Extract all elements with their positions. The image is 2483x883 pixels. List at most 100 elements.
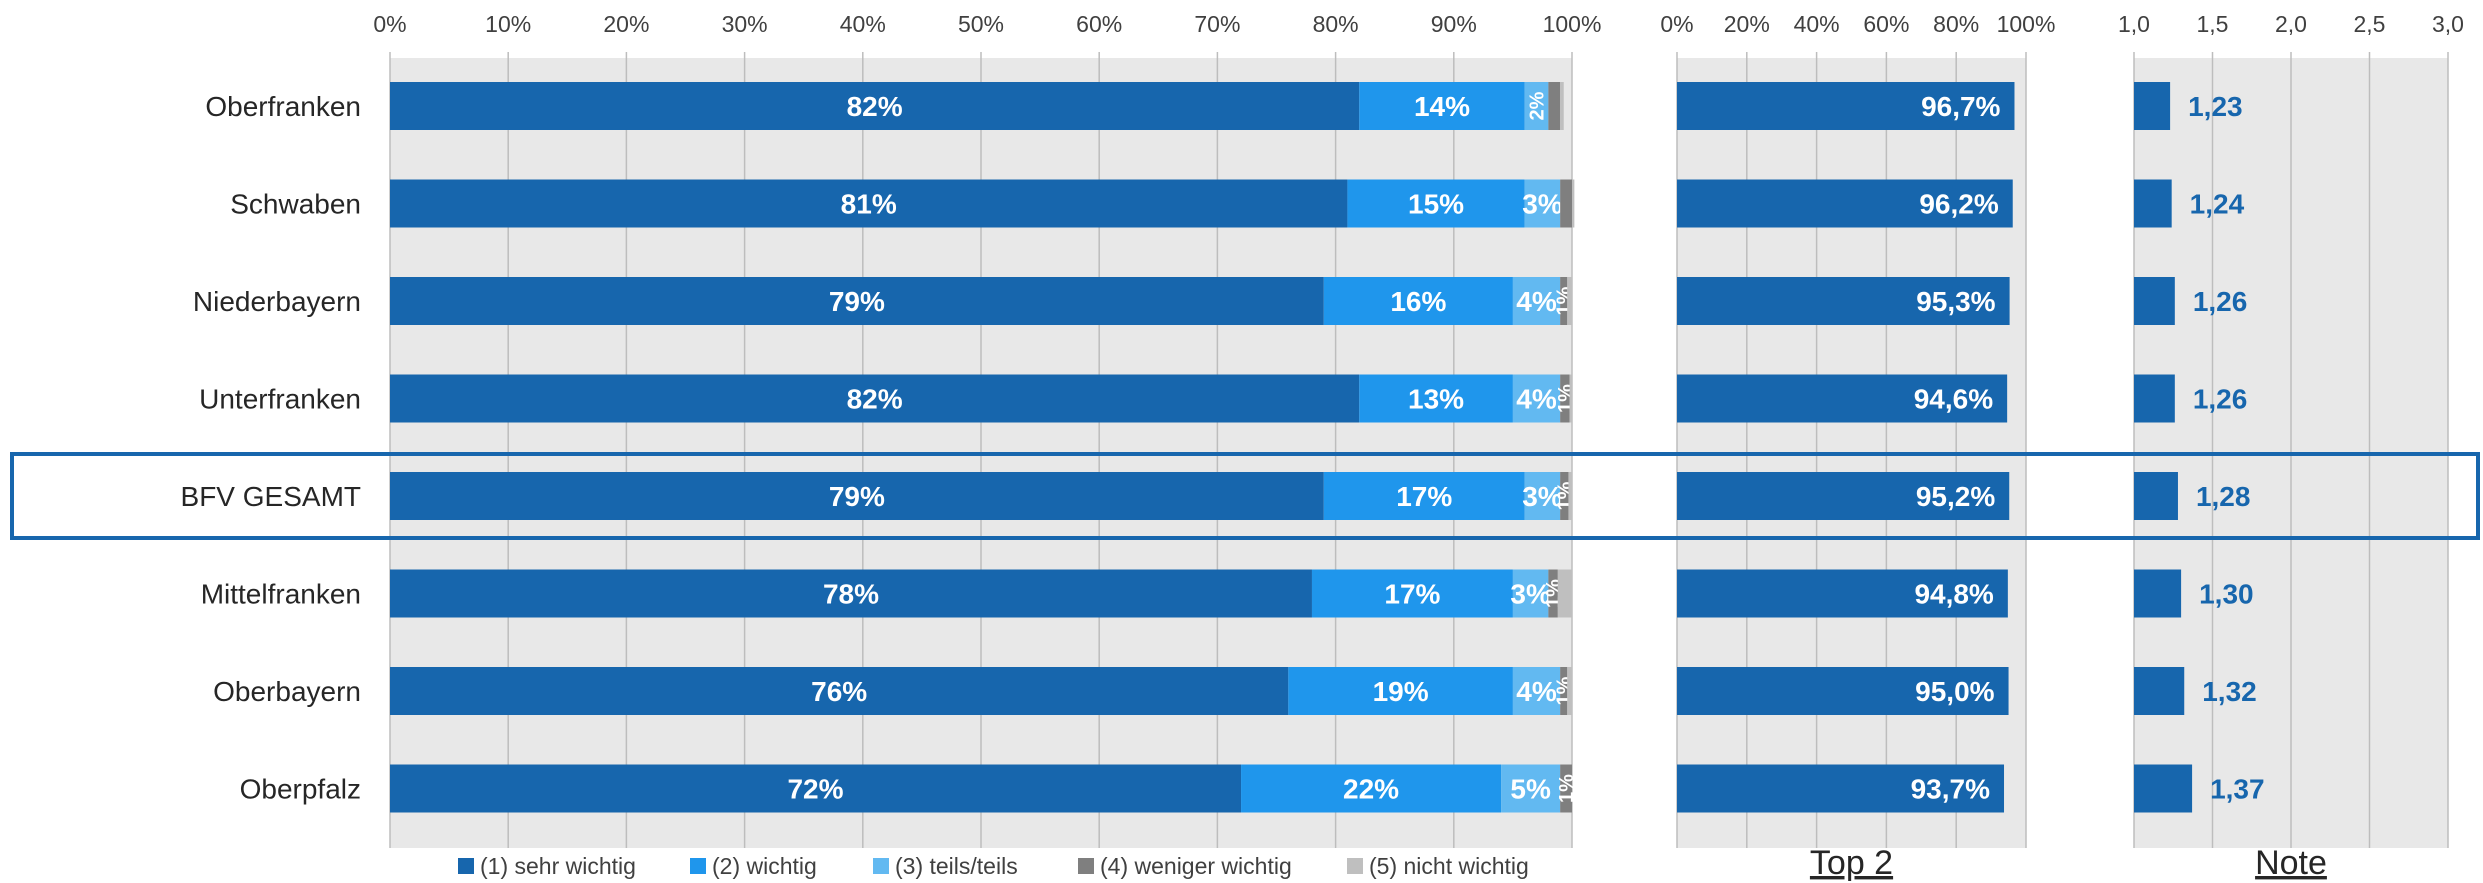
- data-label-unterfranken-s2: 13%: [1408, 384, 1464, 415]
- bar-niederbayern-s3: [1512, 277, 1561, 325]
- category-label-oberpfalz: Oberpfalz: [240, 774, 361, 805]
- top2-tick-label: 40%: [1794, 11, 1840, 37]
- data-label-oberbayern-s3: 4%: [1516, 676, 1557, 707]
- top2-label-unterfranken: 94,6%: [1914, 384, 1993, 415]
- stacked-tick-label: 40%: [840, 11, 886, 37]
- top2-bar-oberbayern: [1677, 667, 2009, 715]
- data-label-oberbayern-s2: 19%: [1373, 676, 1429, 707]
- bar-oberbayern-s4: [1560, 667, 1568, 715]
- panel-title-note: Note: [2255, 844, 2327, 882]
- data-label-unterfranken-s1: 82%: [847, 384, 903, 415]
- bar-oberbayern-s5: [1567, 667, 1572, 715]
- bar-oberpfalz-s2: [1241, 764, 1502, 813]
- data-label-niederbayern-s1: 79%: [829, 286, 885, 317]
- note-bar-unterfranken: [2134, 374, 2175, 423]
- bar-schwaben-s1: [390, 179, 1348, 228]
- legend-swatch-4: [1078, 858, 1094, 874]
- note-tick-label: 2,5: [2354, 11, 2386, 37]
- note-bar-oberpfalz: [2134, 764, 2193, 813]
- note-bar-oberbayern: [2134, 667, 2185, 715]
- bar-mittelfranken-s2: [1311, 569, 1513, 618]
- note-label-unterfranken: 1,26: [2193, 384, 2248, 415]
- category-label-mittelfranken: Mittelfranken: [201, 579, 361, 610]
- data-label-schwaben-s2: 15%: [1408, 189, 1464, 220]
- note-tick-label: 2,0: [2275, 11, 2307, 37]
- data-label-niederbayern-s2: 16%: [1390, 286, 1446, 317]
- data-label-oberfranken-s3: 2%: [1527, 91, 1549, 120]
- axis-tick-labels: 0% 10% 20% 30% 40% 50% 60% 70% 80% 90% 100% 0% 20% 40…: [373, 11, 2464, 37]
- note-label-schwaben: 1,24: [2190, 189, 2245, 220]
- top2-label-oberfranken: 96,7%: [1921, 91, 2000, 122]
- top2-bar-niederbayern: [1677, 277, 2010, 325]
- data-label-oberbayern-s1: 76%: [811, 676, 867, 707]
- bar-bfv-gesamt-s3: [1524, 472, 1561, 520]
- bar-bfv-gesamt-s2: [1323, 472, 1525, 520]
- bar-bfv-gesamt-s5: [1568, 472, 1572, 520]
- panel-title-top2: Top 2: [1810, 844, 1893, 882]
- category-label-schwaben: Schwaben: [230, 189, 361, 220]
- note-tick-label: 1,0: [2118, 11, 2150, 37]
- note-tick-label: 3,0: [2432, 11, 2464, 37]
- data-label-schwaben-s1: 81%: [841, 189, 897, 220]
- note-label-oberfranken: 1,23: [2188, 91, 2243, 122]
- top2-bar-oberfranken: [1677, 82, 2015, 130]
- legend-label-3: (3) teils/teils: [895, 853, 1018, 879]
- panel-titles: Top 2 Note: [1810, 844, 2327, 882]
- top2-label-mittelfranken: 94,8%: [1914, 579, 1993, 610]
- stacked-tick-label: 50%: [958, 11, 1004, 37]
- stacked-tick-label: 60%: [1076, 11, 1122, 37]
- data-label-niederbayern-s3: 4%: [1516, 286, 1557, 317]
- stacked-tick-label: 90%: [1431, 11, 1477, 37]
- bar-niederbayern-s1: [390, 277, 1324, 325]
- note-label-mittelfranken: 1,30: [2199, 579, 2254, 610]
- legend-swatch-1: [458, 858, 474, 874]
- note-bar-mittelfranken: [2134, 569, 2182, 618]
- top2-bar-oberpfalz: [1677, 764, 2005, 813]
- bar-oberfranken-s2: [1359, 82, 1525, 130]
- data-label-oberpfalz-s1: 72%: [787, 774, 843, 805]
- bar-oberfranken-s5: [1560, 82, 1564, 130]
- data-label-mittelfranken-s1: 78%: [823, 579, 879, 610]
- bar-unterfranken-s2: [1359, 374, 1513, 423]
- stacked-tick-label: 30%: [722, 11, 768, 37]
- legend-label-2: (2) wichtig: [712, 853, 817, 879]
- data-label-mittelfranken-s2: 17%: [1384, 579, 1440, 610]
- legend-label-4: (4) weniger wichtig: [1100, 853, 1292, 879]
- bar-unterfranken-s3: [1512, 374, 1561, 423]
- category-label-bfv-gesamt: BFV GESAMT: [181, 481, 361, 512]
- stacked-bars: 82% 14% 2%81% 15% 3%79% 16% 4%1%82% 13% 4%1%79% 1…: [390, 82, 1578, 813]
- bar-oberbayern-s2: [1288, 667, 1513, 715]
- category-label-oberbayern: Oberbayern: [213, 676, 361, 707]
- stacked-tick-label: 10%: [485, 11, 531, 37]
- bar-schwaben-s4: [1560, 179, 1572, 228]
- stacked-tick-label: 70%: [1194, 11, 1240, 37]
- stacked-tick-label: 100%: [1543, 11, 1602, 37]
- top2-label-schwaben: 96,2%: [1919, 189, 1998, 220]
- note-label-niederbayern: 1,26: [2193, 286, 2248, 317]
- bar-oberfranken-s4: [1548, 82, 1561, 130]
- bar-mittelfranken-s4: [1548, 569, 1558, 618]
- note-bar-oberfranken: [2134, 82, 2171, 130]
- top2-tick-label: 0%: [1660, 11, 1693, 37]
- note-bar-schwaben: [2134, 179, 2172, 228]
- category-label-unterfranken: Unterfranken: [199, 384, 361, 415]
- data-label-oberfranken-s1: 82%: [847, 91, 903, 122]
- data-label-oberpfalz-s3: 5%: [1510, 774, 1551, 805]
- bar-mittelfranken-s1: [390, 569, 1312, 618]
- bar-mittelfranken-s3: [1512, 569, 1549, 618]
- note-bar-bfv-gesamt: [2134, 472, 2178, 520]
- legend-swatch-2: [690, 858, 706, 874]
- data-label-schwaben-s3: 3%: [1522, 189, 1563, 220]
- top2-label-niederbayern: 95,3%: [1916, 286, 1995, 317]
- top2-label-oberpfalz: 93,7%: [1911, 774, 1990, 805]
- bar-niederbayern-s5: [1567, 277, 1572, 325]
- top2-bars: 96,7% 96,2% 95,3% 94,6% 95,2% 94,8% 95,0% 93,7%: [1677, 82, 2015, 813]
- note-tick-label: 1,5: [2197, 11, 2229, 37]
- bar-oberpfalz-s3: [1501, 764, 1561, 813]
- top2-bar-unterfranken: [1677, 374, 2008, 423]
- legend-label-1: (1) sehr wichtig: [480, 853, 636, 879]
- note-bars: 1,23 1,24 1,26 1,26 1,28 1,30 1,32 1,37: [2134, 82, 2265, 813]
- legend-label-5: (5) nicht wichtig: [1369, 853, 1529, 879]
- top2-tick-label: 80%: [1933, 11, 1979, 37]
